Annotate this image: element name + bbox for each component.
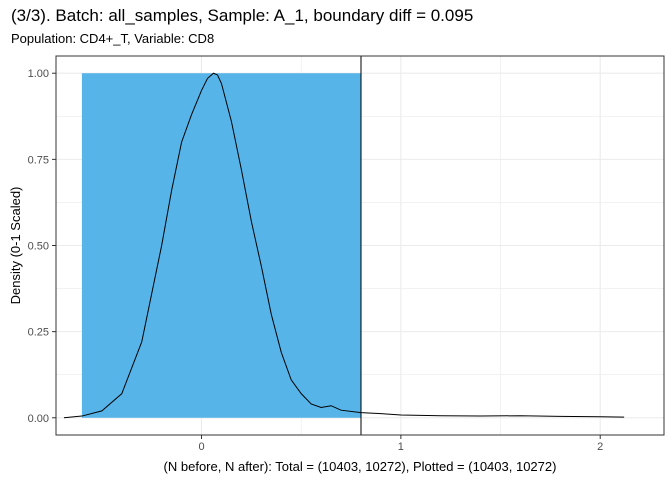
y-tick-label: 0.75 (28, 154, 49, 166)
y-tick-label: 0.00 (28, 413, 49, 425)
x-axis: 0 1 2 (198, 435, 603, 453)
y-tick-label: 0.50 (28, 241, 49, 253)
x-tick-label: 0 (198, 441, 204, 453)
chart-title: (3/3). Batch: all_samples, Sample: A_1, … (11, 6, 474, 25)
x-tick-label: 2 (597, 441, 603, 453)
chart-subtitle: Population: CD4+_T, Variable: CD8 (11, 31, 215, 46)
x-axis-title: (N before, N after): Total = (10403, 102… (164, 459, 557, 474)
y-tick-label: 1.00 (28, 68, 49, 80)
highlight-region (81, 73, 361, 418)
density-curve (63, 72, 625, 419)
y-tick-label: 0.25 (28, 327, 49, 339)
y-axis: 0.00 0.25 0.50 0.75 1.00 (28, 68, 56, 425)
y-axis-title: Density (0-1 Scaled) (8, 187, 23, 305)
x-tick-label: 1 (398, 441, 404, 453)
